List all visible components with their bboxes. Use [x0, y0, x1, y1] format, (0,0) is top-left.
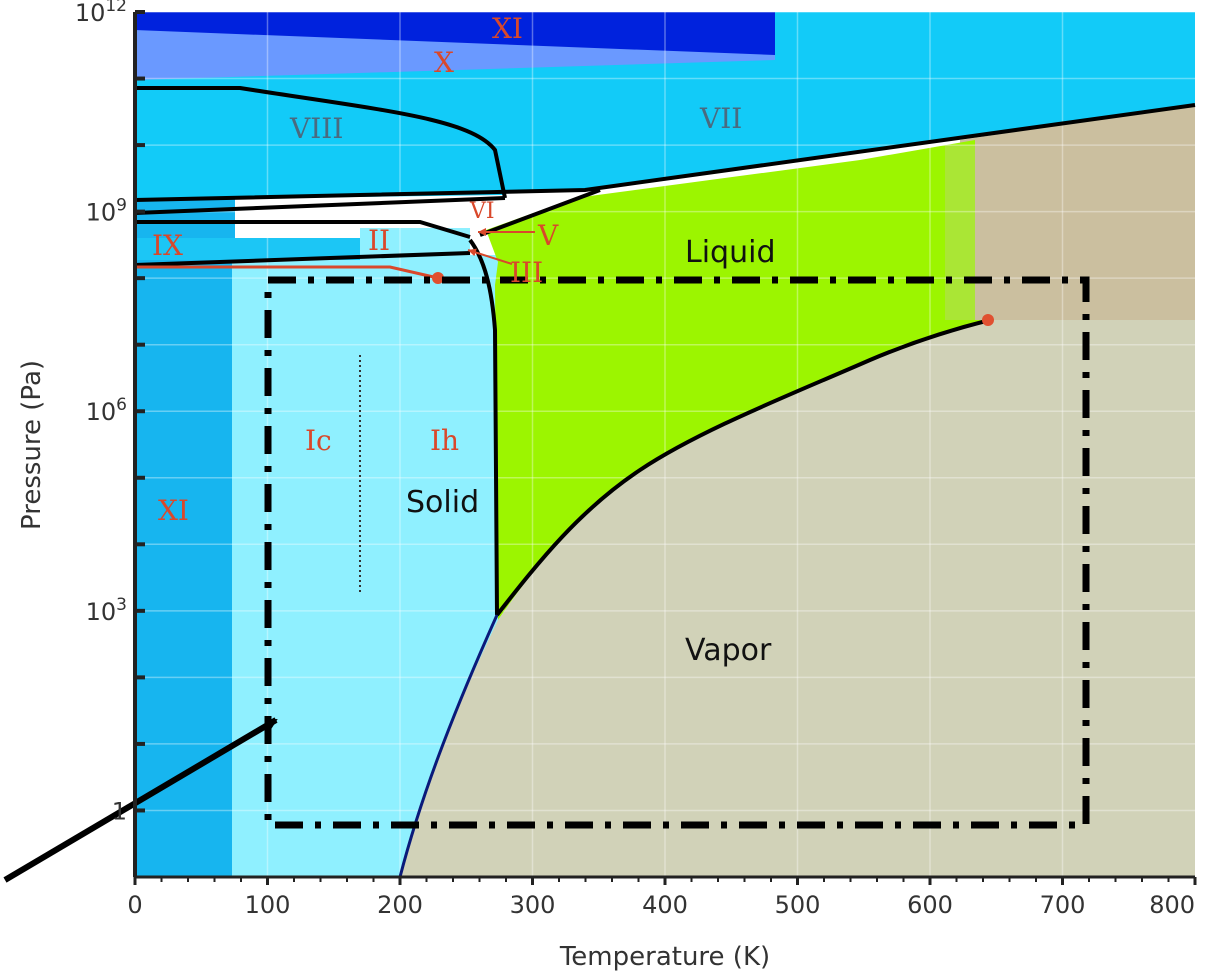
x-tick-label: 0: [127, 891, 142, 919]
x-tick-label: 200: [377, 891, 423, 919]
x-tick-label: 400: [642, 891, 688, 919]
x-tick-label: 600: [907, 891, 953, 919]
x-tick-label: 100: [245, 891, 291, 919]
label-ix: IX: [152, 229, 183, 262]
y-axis-title: Pressure (Pa): [17, 360, 47, 530]
boundary-ih-upper: [134, 251, 471, 267]
label-vapor: Vapor: [685, 633, 772, 668]
label-vii: VII: [699, 102, 742, 135]
ih-ix-point-marker: [432, 272, 444, 284]
label-vi: VI: [469, 199, 495, 224]
boundary-viii: [135, 86, 507, 199]
pointer-arrow: [3, 717, 278, 883]
label-ii: II: [368, 224, 390, 257]
boundary-liquid-high: [479, 188, 601, 237]
curve-sublimation: [398, 614, 499, 878]
y-ticks: 1 103 106 109 1012: [75, 0, 145, 825]
x-axis-title: Temperature (K): [559, 942, 770, 972]
y-tick-label: 106: [86, 395, 127, 426]
label-v: V: [537, 219, 559, 252]
boundary-ix-red: [135, 265, 439, 280]
y-tick-label: 1: [112, 797, 127, 825]
x-ticks: 0 100 200 300 400 500 600 700 800: [127, 877, 1197, 919]
region-supercritical-fade: [945, 145, 975, 320]
label-xi-top: XI: [492, 12, 523, 45]
x-tick-label: 800: [1149, 891, 1195, 919]
label-iii: III: [510, 256, 543, 289]
region-liquid: [486, 140, 990, 620]
axes: 0 100 200 300 400 500 600 700 800 1 103 106 109 1012: [75, 0, 1197, 919]
boundary-vi: [134, 196, 506, 215]
boundary-ii-upper: [135, 220, 471, 239]
label-ih: Ih: [430, 424, 459, 457]
region-ice-xi-top: [135, 12, 775, 55]
highlight-box: [264, 276, 1090, 829]
x-tick-label: 700: [1040, 891, 1086, 919]
label-solid: Solid: [406, 485, 479, 520]
phase-boundaries: [134, 86, 1196, 616]
y-tick-label: 103: [86, 595, 127, 626]
boundary-melting: [468, 238, 499, 616]
critical-point-marker: [982, 314, 994, 326]
x-tick-label: 300: [510, 891, 556, 919]
x-tick-label: 500: [775, 891, 821, 919]
grid: [135, 12, 1195, 877]
curve-vaporization: [495, 318, 991, 617]
y-tick-label: 1012: [75, 0, 127, 27]
label-xi-low: XI: [158, 494, 189, 527]
region-ice-ix: [135, 238, 360, 260]
region-ice-viii: [135, 88, 505, 200]
label-ic: Ic: [305, 424, 332, 457]
region-vapor: [400, 320, 1195, 877]
y-tick-label: 109: [86, 196, 127, 227]
arrow-to-iii: [467, 248, 513, 265]
boundary-vii-viii: [134, 103, 1196, 202]
label-viii: VIII: [289, 112, 343, 145]
label-liquid: Liquid: [685, 235, 775, 270]
label-x: X: [434, 46, 454, 79]
